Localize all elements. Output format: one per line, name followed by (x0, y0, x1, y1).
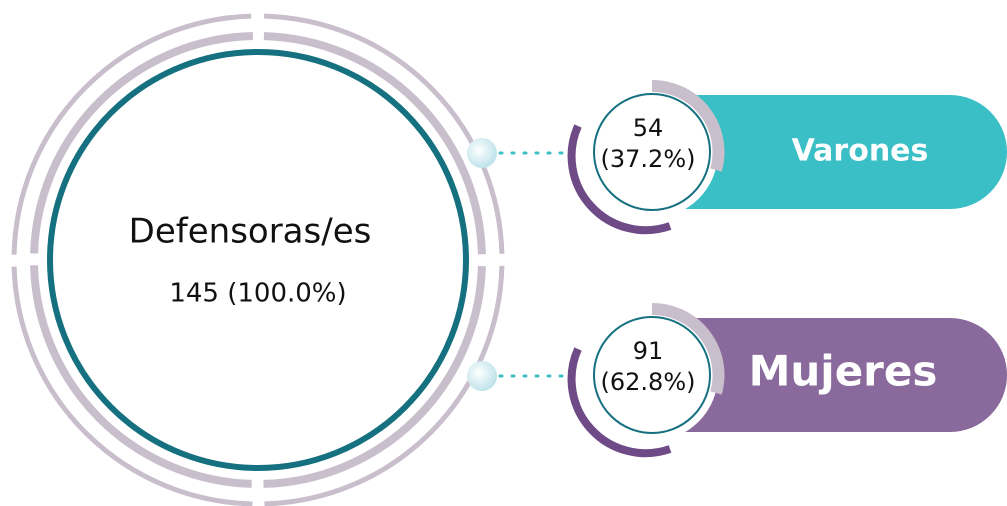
pill-varones (567, 79, 1007, 235)
total-value: 145 (100.0%) (169, 279, 346, 309)
connector-varones (467, 138, 574, 168)
mujeres-count: 91 (633, 337, 664, 365)
pill-mujeres (567, 302, 1007, 458)
main-circle (11, 13, 505, 506)
connector-mujeres (467, 361, 574, 391)
mujeres-percent: (62.8%) (601, 368, 696, 396)
varones-label: Varones (792, 134, 929, 169)
mujeres-label: Mujeres (749, 347, 938, 396)
total-label: Defensoras/es (129, 212, 372, 252)
varones-percent: (37.2%) (601, 145, 696, 173)
varones-count: 54 (633, 114, 664, 142)
